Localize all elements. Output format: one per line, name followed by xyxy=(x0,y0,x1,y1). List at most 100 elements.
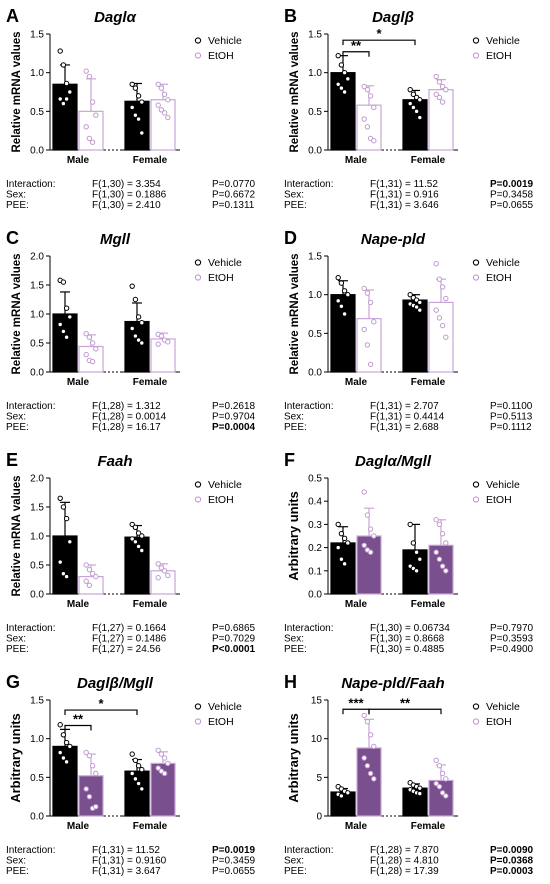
bar-vehicle-female xyxy=(124,100,150,151)
stats-f-value: F(1,28) = 1.312 xyxy=(92,401,161,412)
stats-p-value: P=0.0019 xyxy=(212,845,256,856)
bar-etoh-female xyxy=(428,301,454,373)
x-category-label: Female xyxy=(411,821,446,832)
panel-b: B Daglβ Relative mRNA values 0.0 0.5 1.0 1.5 Ma… xyxy=(284,6,534,211)
legend-entry: EtOH xyxy=(208,272,234,284)
data-point xyxy=(135,93,142,99)
stats-f-value: F(1,31) = 0.4414 xyxy=(370,412,445,423)
panel-f: F Daglα/Mgll Arbitrary units 0.0 0.1 0.2 0.3 0.… xyxy=(284,450,534,655)
data-point xyxy=(361,755,367,761)
data-point xyxy=(129,770,135,777)
data-point xyxy=(155,341,161,347)
y-axis-label: Relative mRNA values xyxy=(11,475,23,596)
data-point xyxy=(132,85,139,91)
data-point xyxy=(439,563,446,569)
y-tick-label: 0.0 xyxy=(30,590,44,601)
panel-g: G Daglβ/Mgll Arbitrary units 0.0 0.5 1.0 1.5 Ma… xyxy=(6,672,256,877)
data-point xyxy=(132,757,139,764)
stats-p-value: P=0.0090 xyxy=(490,845,534,856)
y-tick-label: 2.0 xyxy=(30,474,44,485)
bar-vehicle-female xyxy=(124,320,150,373)
data-point xyxy=(371,533,377,539)
data-point xyxy=(129,104,135,111)
data-point xyxy=(129,751,135,757)
y-tick-label: 0.3 xyxy=(308,520,322,531)
stats-label: Interaction: xyxy=(6,845,55,856)
data-point xyxy=(433,261,439,267)
stats-f-value: F(1,30) = 0.4885 xyxy=(370,644,445,655)
data-point xyxy=(93,770,99,777)
legend-entry: EtOH xyxy=(208,494,234,506)
data-point xyxy=(63,759,70,765)
data-point xyxy=(135,337,142,343)
legend-entry: Vehicle xyxy=(208,479,242,491)
data-point xyxy=(417,299,423,306)
stats-label: Interaction: xyxy=(284,401,333,412)
legend-marker xyxy=(472,718,480,725)
x-category-label: Female xyxy=(411,155,446,166)
data-point xyxy=(135,543,142,550)
data-point xyxy=(165,572,171,579)
stats-p-value: P=0.5113 xyxy=(490,412,533,423)
stats-p-value: P=0.0368 xyxy=(490,856,534,867)
data-point xyxy=(371,319,377,325)
stats-p-value: P=0.9704 xyxy=(212,412,256,423)
y-tick-label: 1.0 xyxy=(308,68,322,79)
y-tick-label: 0.5 xyxy=(308,329,322,340)
y-tick-label: 1.5 xyxy=(308,252,322,263)
data-point xyxy=(132,333,139,339)
stats-label: Interaction: xyxy=(284,623,333,634)
data-point xyxy=(341,89,348,95)
stats-label: PEE: xyxy=(284,422,307,433)
data-point xyxy=(161,755,168,761)
data-point xyxy=(361,326,367,333)
data-point xyxy=(165,339,171,345)
data-point xyxy=(86,566,93,573)
bar-etoh-female xyxy=(150,570,176,595)
stats-p-value: P=0.3593 xyxy=(490,634,534,645)
stats-p-value: P=0.0003 xyxy=(490,866,534,877)
legend-entry: EtOH xyxy=(486,272,512,284)
stats-p-value: P=0.1311 xyxy=(212,200,255,211)
data-point xyxy=(417,785,423,791)
y-tick-label: 1.5 xyxy=(308,30,322,41)
y-tick-label: 0.4 xyxy=(308,497,322,508)
stats-label: Sex: xyxy=(284,412,304,423)
stats-f-value: F(1,31) = 3.647 xyxy=(92,866,161,877)
data-point xyxy=(161,91,168,98)
data-point xyxy=(364,512,371,518)
data-point xyxy=(341,69,348,76)
data-point xyxy=(413,568,420,574)
data-point xyxy=(158,751,165,757)
y-tick-label: 1.5 xyxy=(30,696,44,707)
stats-f-value: F(1,31) = 2.707 xyxy=(370,401,439,412)
data-point xyxy=(439,790,446,796)
data-point xyxy=(139,533,145,539)
data-point xyxy=(335,521,341,528)
data-point xyxy=(436,94,443,101)
data-point xyxy=(335,274,341,281)
data-point xyxy=(63,739,70,746)
y-axis-label: Arbitrary units xyxy=(286,713,301,803)
data-point xyxy=(83,786,89,792)
data-point xyxy=(367,299,374,306)
data-point xyxy=(139,320,145,326)
panel-title: Daglα xyxy=(94,9,137,26)
stats-p-value: P=0.6672 xyxy=(212,190,256,201)
y-tick-label: 0.5 xyxy=(308,474,322,485)
legend-marker xyxy=(472,481,480,488)
data-point xyxy=(93,573,99,580)
data-point xyxy=(89,99,96,105)
legend-marker xyxy=(472,496,480,503)
data-point xyxy=(345,540,351,546)
data-point xyxy=(132,296,139,303)
panel-title: Daglβ xyxy=(372,9,414,26)
data-point xyxy=(135,780,142,787)
stats-f-value: F(1,28) = 4.810 xyxy=(370,856,439,867)
data-point xyxy=(129,81,135,87)
y-tick-label: 0.0 xyxy=(308,146,322,157)
data-point xyxy=(129,283,135,289)
panel-title: Mgll xyxy=(100,231,131,248)
stats-p-value: P=0.0019 xyxy=(490,179,534,190)
data-point xyxy=(86,334,93,340)
